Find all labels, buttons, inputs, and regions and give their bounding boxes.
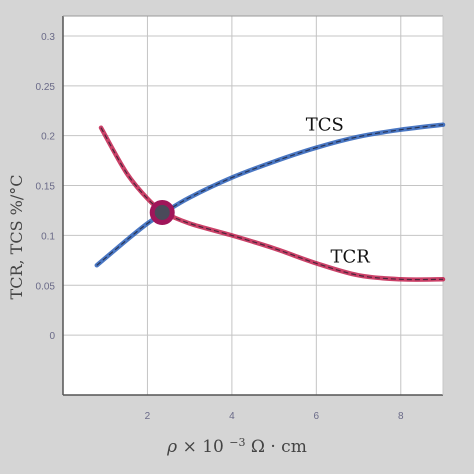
y-axis-title: TCR, TCS %/°C — [7, 175, 26, 300]
y-tick-label: 0 — [49, 331, 55, 342]
x-tick-label: 2 — [145, 411, 151, 422]
x-axis-title-exp: −3 — [229, 436, 245, 449]
intersection-marker — [149, 199, 175, 225]
series-dash-tcr — [100, 127, 444, 281]
y-tick-label: 0.15 — [36, 182, 56, 193]
series-dash-tcs — [96, 124, 444, 266]
y-tick-label: 0.1 — [41, 231, 55, 242]
y-tick-label: 0.2 — [41, 132, 55, 143]
plot-background — [63, 16, 443, 395]
y-tick-label: 0.3 — [41, 32, 55, 43]
x-tick-label: 6 — [314, 411, 320, 422]
y-tick-label: 0.25 — [36, 82, 56, 93]
curve-label-tcs: TCS — [306, 115, 344, 136]
x-axis-title-unit: Ω · cm — [251, 437, 307, 457]
y-tick-label: 0.05 — [36, 281, 56, 292]
plot-area: 0 0.05 0.1 0.15 0.2 0.25 0.3 2 4 6 8 TCS TCR — [36, 15, 446, 422]
x-tick-label: 4 — [229, 411, 235, 422]
x-axis-title: ρ × 10 −3 Ω · cm — [166, 436, 307, 458]
x-tick-label: 8 — [398, 411, 404, 422]
curve-label-tcr: TCR — [330, 246, 370, 267]
x-axis-title-main: × 10 — [183, 437, 224, 457]
x-axis-title-rho: ρ — [166, 437, 177, 457]
